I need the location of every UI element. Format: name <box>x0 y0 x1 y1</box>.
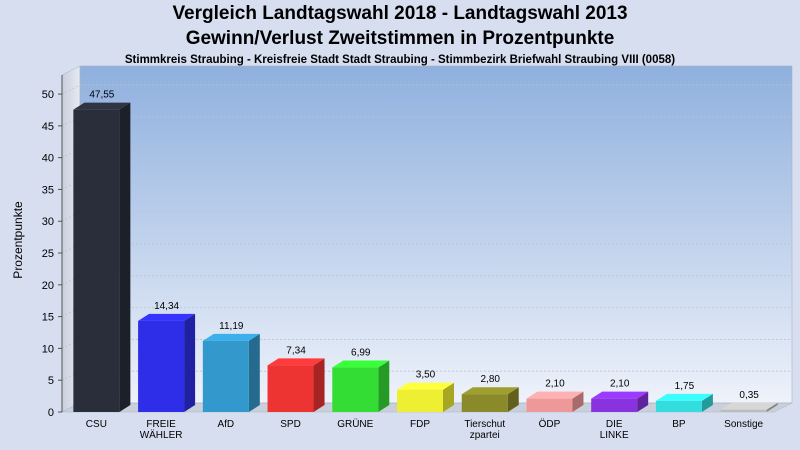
chart-title: Vergleich Landtagswahl 2018 - Landtagswa… <box>172 3 628 24</box>
x-tick-label: FREIE WÄHLER <box>140 419 183 441</box>
bar-top <box>267 358 325 366</box>
bar <box>73 102 131 412</box>
bar-top <box>526 391 584 399</box>
y-axis-label: Prozentpunkte <box>11 201 25 279</box>
bar-front <box>267 365 314 412</box>
bar-top <box>202 333 260 341</box>
bar-top <box>73 102 131 110</box>
bar-side <box>766 402 778 412</box>
bar-side <box>637 391 649 412</box>
data-label: 2,10 <box>545 379 565 390</box>
bar-front <box>202 340 249 412</box>
data-label: 6,99 <box>351 348 371 359</box>
x-tick-label: GRÜNE <box>337 418 373 430</box>
x-tick-label: DIE LINKE <box>600 419 629 441</box>
x-tick-label: Tierschut zpartei <box>464 419 505 441</box>
bar <box>461 387 519 412</box>
y-tick-label: 40 <box>42 153 54 165</box>
bar-front <box>138 320 185 412</box>
data-label: 47,55 <box>89 90 114 101</box>
bar <box>397 382 454 412</box>
bar <box>720 402 778 412</box>
bar <box>332 360 390 412</box>
y-tick-label: 5 <box>48 375 54 387</box>
bar <box>655 393 713 412</box>
x-tick-label: BP <box>672 419 686 430</box>
bar-top <box>138 313 196 321</box>
bar-side <box>313 358 325 412</box>
y-tick-label: 20 <box>42 280 54 292</box>
bar-side <box>443 382 454 412</box>
bar-front <box>461 394 508 412</box>
bar-top <box>397 382 454 390</box>
data-label: 0,35 <box>739 390 759 401</box>
x-tick-label: ÖDP <box>539 418 561 430</box>
bar-front <box>73 109 120 412</box>
data-label: 2,80 <box>480 374 500 385</box>
data-label: 7,34 <box>286 345 306 356</box>
y-tick-label: 50 <box>42 89 54 101</box>
bar <box>526 391 584 412</box>
x-tick-label: Sonstige <box>724 419 763 430</box>
y-tick-label: 30 <box>42 216 54 228</box>
bar <box>591 391 649 412</box>
bar <box>138 313 196 412</box>
y-tick-label: 0 <box>48 407 54 419</box>
y-tick-label: 15 <box>42 312 54 324</box>
bar-front <box>591 398 638 412</box>
bar-side <box>701 393 713 412</box>
bar-front <box>397 389 443 412</box>
x-tick-label: FDP <box>410 419 430 430</box>
chart-title-line2: Gewinn/Verlust Zweitstimmen in Prozentpu… <box>185 28 615 49</box>
bar-front <box>655 400 702 412</box>
x-tick-label: CSU <box>86 419 107 430</box>
bar-front <box>720 409 767 412</box>
y-tick-label: 35 <box>42 184 54 196</box>
bar-front <box>332 367 379 412</box>
data-label: 2,10 <box>610 379 630 390</box>
y-tick-label: 25 <box>42 248 54 260</box>
bar-side <box>119 102 131 412</box>
bar-front <box>526 398 573 412</box>
bar-top <box>461 387 519 395</box>
y-tick-label: 45 <box>42 121 54 133</box>
data-label: 3,50 <box>416 370 436 381</box>
bar <box>267 358 325 412</box>
bar-side <box>378 360 390 412</box>
bar-top <box>591 391 649 399</box>
grid-line <box>61 84 792 95</box>
x-tick-label: SPD <box>280 419 301 430</box>
bar-side <box>248 333 260 412</box>
bar-side <box>507 387 519 412</box>
data-label: 11,19 <box>219 321 244 332</box>
bar <box>202 333 260 412</box>
data-label: 1,75 <box>675 381 695 392</box>
plot-back-wall <box>80 66 792 403</box>
bar-side <box>184 313 196 412</box>
chart-subtitle: Stimmkreis Straubing - Kreisfreie Stadt … <box>124 54 676 66</box>
data-label: 14,34 <box>154 301 179 312</box>
bar-top <box>655 393 713 401</box>
bar-side <box>572 391 584 412</box>
bar-top <box>720 402 778 410</box>
x-tick-label: AfD <box>217 419 234 430</box>
bar-top <box>332 360 390 368</box>
y-tick-label: 10 <box>42 343 54 355</box>
